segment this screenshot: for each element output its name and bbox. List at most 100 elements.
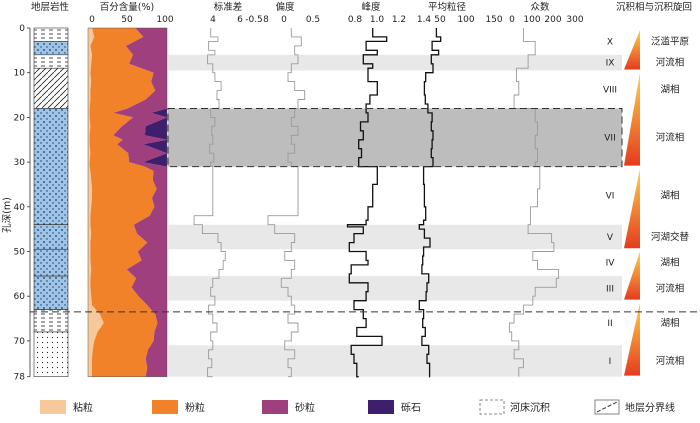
header-mode: 众数 bbox=[530, 1, 550, 13]
unit-label-V: V bbox=[607, 233, 614, 243]
legend-swatch-4 bbox=[479, 399, 505, 415]
mode-curve bbox=[508, 28, 560, 377]
legend-label-4: 河床沉积 bbox=[510, 401, 550, 414]
tick-grain_pct-0: 0 bbox=[89, 15, 95, 25]
tick-std-0: 4 bbox=[210, 15, 216, 25]
facies-label-10: 泛滥平原 bbox=[651, 35, 689, 47]
legend-swatch-0 bbox=[40, 400, 66, 414]
legend-swatch-3 bbox=[368, 400, 394, 414]
lithology-layer-1 bbox=[33, 27, 69, 42]
lithology-layer-3 bbox=[33, 54, 69, 69]
legend-label-5: 地层分界线 bbox=[625, 401, 675, 414]
unit-label-I: I bbox=[609, 357, 612, 367]
lithology-layer-2 bbox=[33, 41, 69, 56]
unit-band-6 bbox=[168, 224, 622, 250]
header-facies: 沉积相与沉积旋回 bbox=[616, 1, 692, 13]
sand-area bbox=[113, 28, 167, 377]
tick-mode-2: 200 bbox=[544, 15, 561, 25]
unit-shading bbox=[168, 54, 622, 377]
depth-label-5: 50 bbox=[14, 248, 26, 258]
tick-std-2: 8 bbox=[263, 15, 269, 25]
unit-label-III: III bbox=[606, 284, 614, 294]
tick-std-1: 6 bbox=[237, 15, 243, 25]
legend-label-0: 粘粒 bbox=[73, 401, 93, 414]
riverbed-box bbox=[167, 107, 623, 168]
depth-label-3: 30 bbox=[14, 158, 26, 168]
cycle-triangle-5 bbox=[624, 302, 640, 376]
std-curve bbox=[193, 28, 226, 378]
tick-kurt-3: 1.4 bbox=[417, 15, 432, 25]
header-mean: 平均粒径 bbox=[428, 1, 467, 13]
facies-label-7: 河流相 bbox=[656, 132, 685, 144]
gravel-area bbox=[143, 28, 167, 377]
depth-label-2: 20 bbox=[14, 113, 26, 123]
unit-label-X: X bbox=[607, 37, 613, 47]
mean-grain-curve bbox=[418, 28, 442, 378]
legend-swatch-5 bbox=[596, 401, 618, 413]
legend-swatch-1 bbox=[152, 400, 178, 414]
lithology-layer-7 bbox=[33, 248, 69, 277]
facies-label-1: 河流相 bbox=[656, 355, 685, 367]
unit-label-II: II bbox=[607, 319, 612, 329]
unit-label-VI: VI bbox=[606, 192, 615, 202]
cycle-triangle-2 bbox=[624, 72, 640, 166]
facies-label-8: 湖相 bbox=[660, 83, 679, 95]
depth-label-8: 78 bbox=[14, 373, 26, 383]
silt-area bbox=[89, 28, 158, 377]
tick-skew-0: -0.5 bbox=[245, 15, 263, 25]
kurtosis-curve bbox=[346, 28, 388, 378]
unit-label-VIII: VIII bbox=[603, 85, 617, 95]
header-kurt: 峰度 bbox=[361, 1, 381, 13]
tick-kurt-0: 0.8 bbox=[348, 15, 363, 25]
lithology-layer-4 bbox=[33, 67, 69, 109]
legend-swatch-2 bbox=[262, 400, 288, 414]
unit-band-8 bbox=[168, 276, 622, 301]
grain-frame bbox=[87, 27, 168, 377]
tick-mean-1: 100 bbox=[457, 15, 474, 25]
facies-label-2: 湖相 bbox=[660, 317, 679, 329]
tick-skew-1: 0 bbox=[281, 15, 287, 25]
facies-label-5: 河湖交替 bbox=[651, 231, 690, 243]
legend-label-3: 砾石 bbox=[401, 401, 421, 414]
tick-mean-2: 150 bbox=[485, 15, 502, 25]
unit-label-IX: IX bbox=[606, 59, 615, 69]
legend: 粘粒 粉粒 砂粒 砾石 河床沉积 地层分界线 bbox=[40, 399, 675, 415]
tick-mean-0: 50 bbox=[434, 15, 446, 25]
lithology-column bbox=[33, 27, 69, 377]
depth-label-0: 0 bbox=[19, 24, 25, 34]
depth-label-1: 10 bbox=[14, 69, 26, 79]
boundary-lines bbox=[30, 107, 700, 313]
tick-mode-1: 100 bbox=[523, 15, 540, 25]
depth-label-6: 60 bbox=[14, 292, 26, 302]
lithology-layer-9 bbox=[33, 309, 69, 333]
header-std: 标准差 bbox=[214, 1, 243, 13]
cycle-triangle-3 bbox=[624, 168, 640, 249]
riverbed-band bbox=[168, 108, 622, 167]
unit-band-10 bbox=[168, 345, 622, 377]
legend-box-5 bbox=[594, 399, 620, 415]
unit-band-2 bbox=[168, 54, 622, 71]
unit-label-VII: VII bbox=[604, 134, 615, 144]
lithology-layer-8 bbox=[33, 275, 69, 310]
depth-label-4: 40 bbox=[14, 203, 26, 213]
facies-label-3: 河流相 bbox=[656, 282, 685, 294]
facies-label-4: 湖相 bbox=[660, 257, 679, 269]
cycle-triangle-4 bbox=[624, 251, 640, 300]
facies-label-9: 河流相 bbox=[656, 57, 685, 69]
tick-kurt-1: 1.0 bbox=[370, 15, 385, 25]
tick-skew-2: 0.5 bbox=[306, 15, 320, 25]
tick-grain_pct-1: 50 bbox=[121, 15, 133, 25]
header-skew: 偏度 bbox=[275, 1, 295, 13]
lithology-layer-10 bbox=[33, 331, 69, 377]
header-grain_pct: 百分含量(%) bbox=[100, 1, 154, 13]
depth-axis-title: 孔深(m) bbox=[2, 197, 13, 233]
legend-label-2: 砂粒 bbox=[295, 401, 315, 414]
tick-grain_pct-2: 100 bbox=[156, 15, 173, 25]
tick-mode-3: 300 bbox=[566, 15, 583, 25]
grain-size-area-chart bbox=[87, 27, 168, 377]
clay-area bbox=[88, 28, 104, 377]
tick-mode-0: 0 bbox=[509, 15, 515, 25]
